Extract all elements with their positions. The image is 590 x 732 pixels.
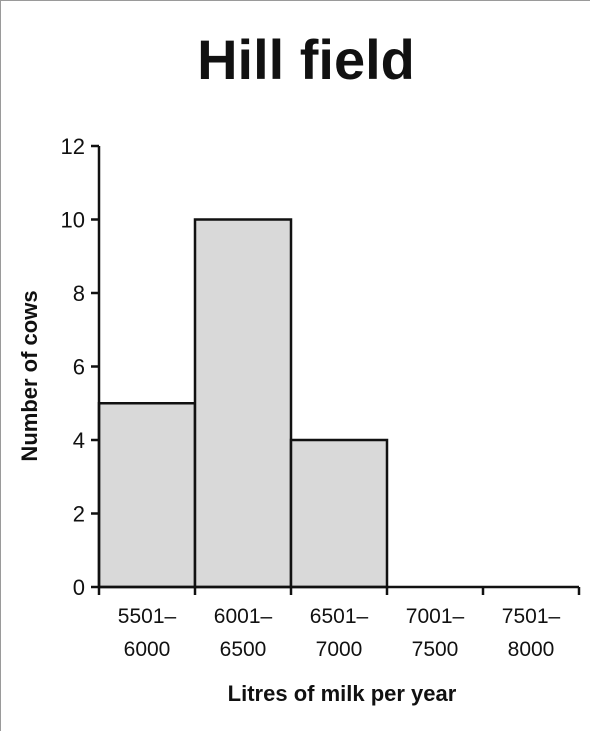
- y-tick-label: 0: [73, 575, 85, 600]
- y-tick-label: 6: [73, 355, 85, 380]
- x-tick-label: 6001–: [214, 605, 273, 628]
- x-tick-label: 5501–: [118, 605, 177, 628]
- x-tick-label: 8000: [508, 638, 555, 661]
- x-tick-label: 7000: [316, 638, 363, 661]
- bar-1: [97, 402, 197, 589]
- x-tick-label: 7001–: [406, 605, 465, 628]
- y-tick-label: 2: [73, 502, 85, 527]
- x-tick-label: 6501–: [310, 605, 369, 628]
- bar-3: [289, 438, 389, 589]
- x-axis-label: Litres of milk per year: [228, 681, 457, 706]
- y-tick-label: 8: [73, 281, 85, 306]
- x-tick-label: 6000: [124, 638, 171, 661]
- x-ticks-group: 5501– 6000 6001– 6500 6501– 7000 7001– 7500 7501…: [97, 587, 581, 661]
- x-tick-label: 7501–: [502, 605, 561, 628]
- y-ticks-group: 0 2 4 6 8 10 12: [61, 134, 99, 600]
- bars-group: [97, 218, 389, 589]
- x-tick-label: 7500: [412, 638, 459, 661]
- y-tick-label: 10: [61, 208, 85, 233]
- y-tick-label: 4: [73, 428, 85, 453]
- chart-title: Hill field: [197, 28, 415, 91]
- y-tick-label: 12: [61, 134, 85, 159]
- bar-2: [193, 218, 293, 589]
- x-tick-label: 6500: [220, 638, 267, 661]
- y-axis-label: Number of cows: [17, 290, 42, 461]
